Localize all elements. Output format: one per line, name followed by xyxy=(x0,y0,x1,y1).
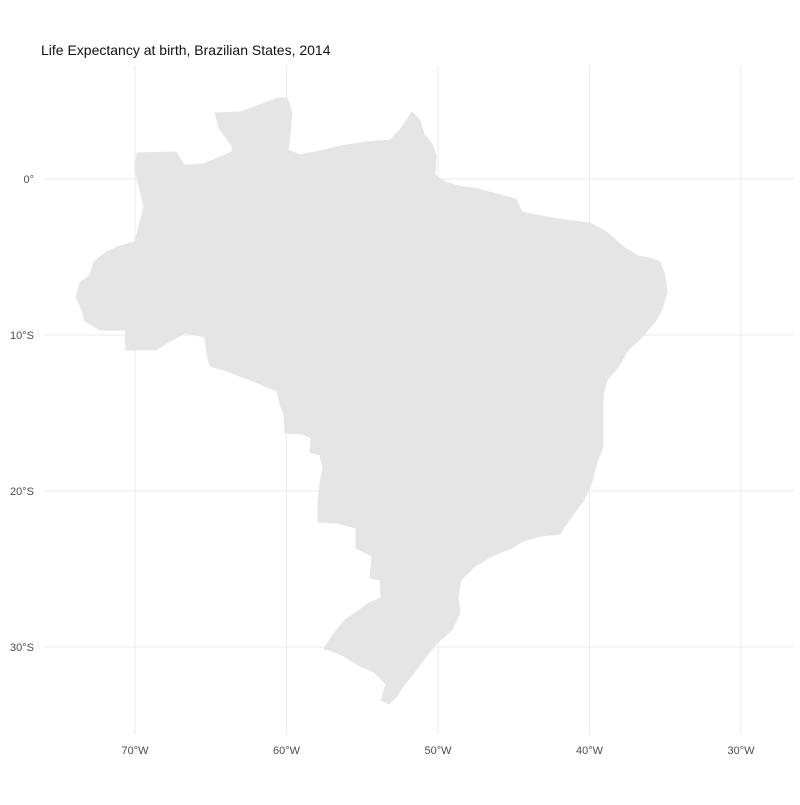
y-tick-label: 0° xyxy=(23,174,34,186)
chart-title: Life Expectancy at birth, Brazilian Stat… xyxy=(41,42,331,58)
x-axis-tick-labels: 70°W 60°W 50°W 40°W 30°W xyxy=(121,745,755,757)
x-tick-label: 30°W xyxy=(727,745,755,757)
x-tick-label: 50°W xyxy=(424,745,452,757)
y-tick-label: 20°S xyxy=(10,486,34,498)
x-tick-label: 40°W xyxy=(576,745,604,757)
brazil-landmass xyxy=(75,97,668,705)
y-tick-label: 30°S xyxy=(10,642,34,654)
x-tick-label: 70°W xyxy=(121,745,149,757)
y-tick-label: 10°S xyxy=(10,330,34,342)
y-axis-tick-labels: 0° 10°S 20°S 30°S xyxy=(10,174,34,654)
x-tick-label: 60°W xyxy=(273,745,301,757)
